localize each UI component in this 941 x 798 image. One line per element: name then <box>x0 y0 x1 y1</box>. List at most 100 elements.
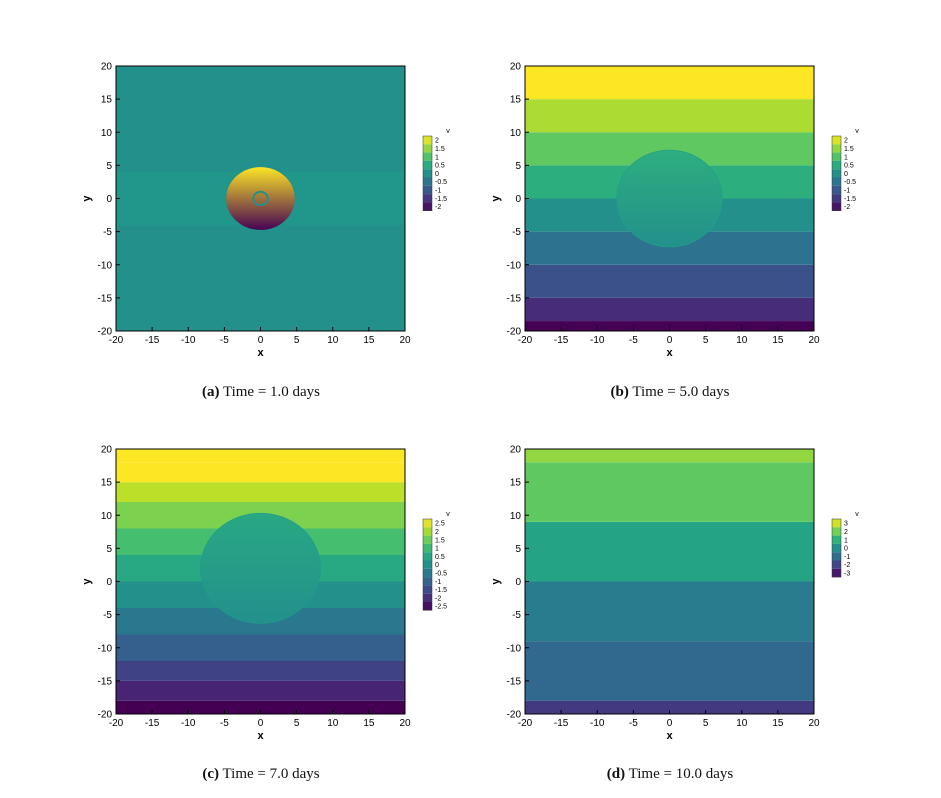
colorbar-level-label: -1 <box>435 579 441 586</box>
contour-band <box>116 449 405 463</box>
y-tick-label: 15 <box>510 478 522 489</box>
contour-band <box>525 99 814 133</box>
colorbar-swatch <box>423 177 432 186</box>
colorbar-swatch <box>832 152 841 161</box>
y-tick-label: 5 <box>515 161 521 172</box>
colorbar-level-label: -1 <box>435 187 441 194</box>
x-tick-label: -20 <box>109 335 124 346</box>
x-tick-label: 0 <box>258 718 264 729</box>
colorbar-swatch <box>832 194 841 203</box>
x-tick-label: 15 <box>772 335 784 346</box>
colorbar-frame <box>422 135 433 211</box>
colorbar-swatch <box>423 160 432 170</box>
contour-band <box>116 634 405 661</box>
x-tick-label: -5 <box>220 335 229 346</box>
x-tick-label: 0 <box>258 335 264 346</box>
disk-hole <box>252 190 269 207</box>
contour-band <box>525 264 814 298</box>
colorbar-level-label: 0.5 <box>844 163 854 170</box>
y-tick-label: -20 <box>507 710 522 721</box>
colorbar-swatch <box>423 568 432 578</box>
colorbar-swatch <box>832 136 841 145</box>
contour-band <box>525 521 814 582</box>
y-tick-label: -10 <box>98 643 113 654</box>
colorbar-frame <box>831 518 842 578</box>
x-tick-label: -10 <box>590 718 605 729</box>
y-tick-label: 20 <box>510 445 522 456</box>
contour-band <box>116 482 405 502</box>
y-tick-label: 5 <box>515 544 521 555</box>
y-tick-label: -20 <box>98 327 113 338</box>
y-tick-label: 0 <box>515 577 521 588</box>
colorbar-swatch <box>832 202 841 211</box>
panel-c: -20 -15 -10 -5 0 5 10 15 20-20-15-10-505101520xy… <box>81 445 450 743</box>
caption-text: Time = 7.0 days <box>222 766 320 782</box>
colorbar-level-label: -3 <box>844 570 850 577</box>
y-tick-label: 15 <box>101 95 113 106</box>
colorbar-swatch <box>423 527 432 536</box>
colorbar-swatch <box>423 585 432 594</box>
colorbar-level-label: 2 <box>844 529 848 536</box>
colorbar-swatch <box>832 560 841 569</box>
plot-area <box>525 66 814 331</box>
y-tick-label: 0 <box>106 194 112 205</box>
caption-d: (d) Time = 10.0 days <box>470 766 870 783</box>
y-tick-label: 20 <box>101 62 113 73</box>
colorbar-title: v <box>446 511 450 518</box>
x-tick-label: -10 <box>181 335 196 346</box>
colorbar-level-label: -0.5 <box>435 570 447 577</box>
y-tick-label: 15 <box>101 478 113 489</box>
caption-b: (b) Time = 5.0 days <box>470 384 870 401</box>
colorbar-level-label: -2 <box>435 595 441 602</box>
colorbar-swatch <box>832 527 841 536</box>
colorbar-level-label: -0.5 <box>435 179 447 186</box>
y-tick-label: 10 <box>510 128 522 139</box>
colorbar-level-label: 2 <box>435 529 439 536</box>
caption-label: (c) <box>202 766 220 782</box>
y-tick-label: 0 <box>515 194 521 205</box>
y-axis-label: y <box>81 195 93 202</box>
y-tick-label: -15 <box>98 293 113 304</box>
colorbar-swatch <box>423 535 432 544</box>
y-tick-label: -5 <box>512 610 521 621</box>
colorbar-level-label: 1.5 <box>435 146 445 153</box>
y-tick-label: 10 <box>101 511 113 522</box>
y-tick-label: 15 <box>510 95 522 106</box>
colorbar-level-label: -2.5 <box>435 604 447 611</box>
colorbar-title: v <box>855 128 859 135</box>
y-axis-label: y <box>81 578 93 585</box>
caption-text: Time = 5.0 days <box>632 384 730 400</box>
colorbar-level-label: -2 <box>435 204 441 211</box>
y-tick-label: -15 <box>507 676 522 687</box>
contour-band <box>525 462 814 522</box>
colorbar: v21.51 0.50-0.5-1 -1.5-2 <box>422 128 450 211</box>
colorbar-swatch <box>832 185 841 195</box>
disk-feature <box>225 166 296 231</box>
y-tick-label: -5 <box>512 227 521 238</box>
contour-band <box>116 462 405 483</box>
x-tick-label: 10 <box>736 718 748 729</box>
y-tick-label: 5 <box>106 544 112 555</box>
colorbar-level-label: -1.5 <box>844 196 856 203</box>
y-tick-label: -15 <box>507 293 522 304</box>
y-axis-label: y <box>490 578 502 585</box>
colorbar-level-label: 2.5 <box>435 521 445 528</box>
colorbar-title: v <box>446 128 450 135</box>
colorbar-frame <box>831 135 842 211</box>
contour-band <box>525 449 814 463</box>
x-tick-label: 0 <box>667 718 673 729</box>
disk-feature <box>200 512 321 624</box>
colorbar-level-label: 1 <box>435 154 439 161</box>
colorbar: v21.51 0.50-0.5-1 -1.5-2 <box>831 128 859 211</box>
colorbar-swatch <box>832 169 841 178</box>
y-axis-label: y <box>490 195 502 202</box>
x-axis-label: x <box>257 347 264 359</box>
panel-b: -20 -15 -10 -5 0 5 10 15 20-20-15-10-505101520xy… <box>490 62 859 360</box>
y-tick-label: -10 <box>507 260 522 271</box>
colorbar-level-label: 1 <box>844 154 848 161</box>
contour-band <box>525 297 814 322</box>
colorbar-swatch <box>423 543 432 553</box>
y-tick-label: 5 <box>106 161 112 172</box>
x-tick-label: 20 <box>808 718 820 729</box>
